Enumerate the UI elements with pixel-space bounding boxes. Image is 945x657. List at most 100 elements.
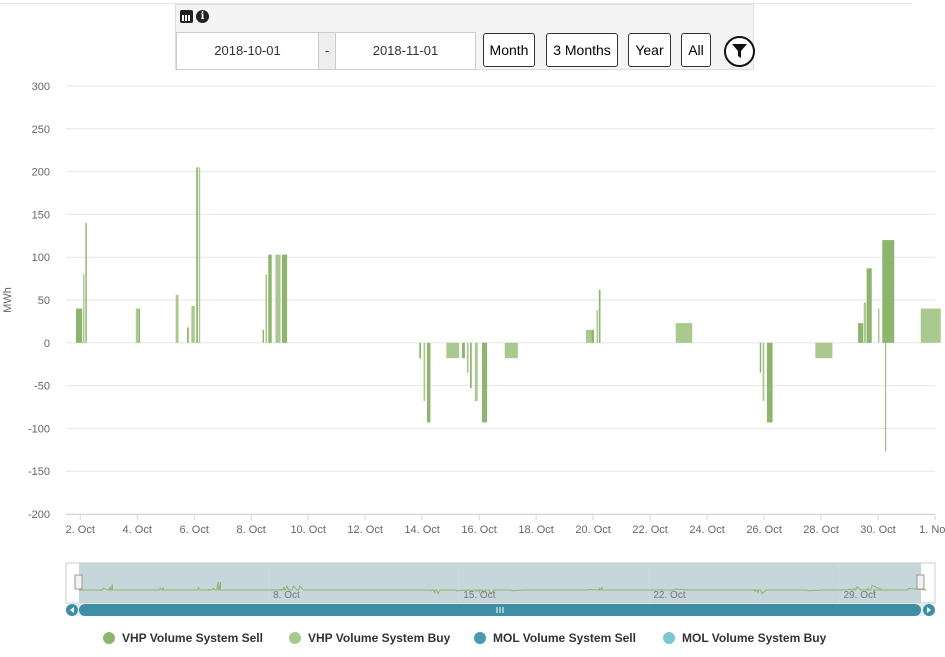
y-axis-ticks: 300 250 200 150 100 50 0 -50 -100 -150 -200	[28, 81, 50, 521]
bar	[585, 329, 593, 343]
x-tick-label: 8. Oct	[237, 524, 266, 536]
legend-label: VHP Volume System Buy	[308, 631, 451, 645]
bar	[187, 327, 189, 343]
bar	[135, 308, 139, 343]
legend-dot	[289, 632, 301, 644]
filter-icon	[732, 44, 747, 58]
date-separator: -	[319, 32, 335, 70]
bar	[675, 323, 693, 343]
y-tick-label: 100	[32, 252, 50, 264]
range-year-button[interactable]: Year	[628, 33, 671, 67]
bar	[882, 240, 895, 343]
navigator-grid	[268, 563, 841, 603]
x-tick-label: 4. Oct	[123, 524, 152, 536]
x-tick-label: 24. Oct	[689, 524, 724, 536]
bar	[191, 305, 195, 343]
bar	[885, 342, 887, 452]
bar	[598, 289, 601, 343]
volume-chart: 300 250 200 150 100 50 0 -50 -100 -150 -200 MWh 2.…	[2, 81, 945, 616]
bar	[262, 329, 265, 343]
x-tick-label: 22. Oct	[632, 524, 667, 536]
bar	[196, 167, 198, 343]
navigator-left-handle[interactable]	[74, 574, 83, 590]
legend-dot	[663, 632, 675, 644]
y-tick-label: -150	[28, 466, 50, 478]
range-month-button[interactable]: Month	[483, 33, 535, 67]
x-tick-label: 16. Oct	[461, 524, 496, 536]
chevron-left-icon	[70, 607, 74, 613]
bar	[423, 342, 426, 402]
series-vhp-sell-bars	[75, 167, 941, 452]
bar	[815, 342, 833, 359]
scrollbar[interactable]	[66, 604, 935, 616]
calendar-icon[interactable]	[180, 10, 193, 23]
legend: VHP Volume System Sell VHP Volume System…	[0, 631, 945, 651]
bar	[268, 254, 272, 343]
range-all-button[interactable]: All	[681, 33, 711, 67]
bar	[920, 308, 941, 343]
bar	[138, 308, 141, 343]
y-axis-label: MWh	[2, 287, 14, 313]
x-tick-label: 30. Oct	[860, 524, 895, 536]
legend-item-vhp-buy[interactable]: VHP Volume System Buy	[289, 631, 450, 645]
y-tick-label: 150	[32, 209, 50, 221]
y-tick-label: -50	[34, 381, 50, 393]
start-date-input[interactable]: 2018-10-01	[176, 32, 319, 70]
navigator-label: 15. Oct	[463, 590, 495, 601]
bar	[759, 342, 762, 373]
x-tick-label: 18. Oct	[518, 524, 553, 536]
navigator-selection[interactable]	[79, 563, 921, 603]
toolbar-icons: i	[180, 10, 209, 23]
bar	[265, 274, 268, 343]
navigator-labels: 8. Oct 15. Oct 22. Oct 29. Oct	[273, 590, 876, 601]
bar	[474, 342, 478, 402]
navigator-label: 29. Oct	[844, 590, 876, 601]
legend-dot	[474, 632, 486, 644]
bar	[198, 167, 201, 343]
end-date-input[interactable]: 2018-11-01	[335, 32, 476, 70]
x-tick-label: 26. Oct	[746, 524, 781, 536]
bar	[419, 342, 422, 359]
range-3-months-button[interactable]: 3 Months	[546, 33, 618, 67]
legend-dot	[103, 632, 115, 644]
y-tick-label: 200	[32, 167, 50, 179]
bar	[866, 268, 872, 343]
bar	[85, 222, 87, 343]
navigator-label: 22. Oct	[653, 590, 685, 601]
info-icon[interactable]: i	[196, 10, 209, 23]
bar	[446, 342, 460, 359]
navigator-label: 8. Oct	[273, 590, 300, 601]
bar	[175, 294, 179, 343]
bar	[470, 342, 472, 389]
x-tick-label: 2. Oct	[66, 524, 95, 536]
x-tick-label: 12. Oct	[347, 524, 382, 536]
bar	[275, 254, 281, 343]
x-tick-label: 28. Oct	[803, 524, 838, 536]
x-tick-label: 1. Nov	[919, 524, 945, 536]
bar	[863, 302, 867, 343]
legend-item-vhp-sell[interactable]: VHP Volume System Sell	[103, 631, 263, 645]
bar	[504, 342, 518, 359]
scrollbar-grip-icon	[496, 607, 504, 613]
y-tick-label: 50	[38, 295, 50, 307]
x-axis-ticks: 2. Oct 4. Oct 6. Oct 8. Oct 10. Oct 12. Oct 14…	[66, 514, 945, 536]
navigator-right-handle[interactable]	[916, 574, 925, 590]
x-tick-label: 14. Oct	[404, 524, 439, 536]
bar	[462, 342, 465, 359]
bar	[426, 342, 431, 423]
legend-label: MOL Volume System Sell	[493, 631, 636, 645]
bar	[596, 310, 598, 343]
x-tick-label: 20. Oct	[575, 524, 610, 536]
date-range-toolbar: i 2018-10-01 - 2018-11-01 Month 3 Months…	[175, 4, 755, 70]
bar	[83, 274, 85, 343]
y-tick-label: -200	[28, 509, 50, 521]
bar	[878, 308, 880, 343]
x-tick-label: 6. Oct	[180, 524, 209, 536]
bar	[766, 342, 773, 423]
navigator[interactable]: 8. Oct 15. Oct 22. Oct 29. Oct	[65, 562, 936, 604]
legend-item-mol-buy[interactable]: MOL Volume System Buy	[663, 631, 826, 645]
legend-item-mol-sell[interactable]: MOL Volume System Sell	[474, 631, 636, 645]
bar	[858, 323, 864, 343]
bar	[762, 342, 765, 402]
filter-button[interactable]	[724, 36, 755, 67]
